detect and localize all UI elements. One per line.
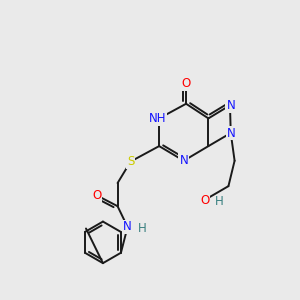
Text: N: N <box>227 127 236 140</box>
Text: O: O <box>182 77 191 90</box>
Text: S: S <box>127 155 134 168</box>
Text: N: N <box>226 99 235 112</box>
Text: N: N <box>123 220 132 233</box>
Text: NH: NH <box>149 112 167 125</box>
Text: H: H <box>138 222 147 235</box>
Text: H: H <box>215 195 224 208</box>
Text: O: O <box>200 194 209 206</box>
Text: O: O <box>92 189 101 202</box>
Text: N: N <box>179 154 188 167</box>
